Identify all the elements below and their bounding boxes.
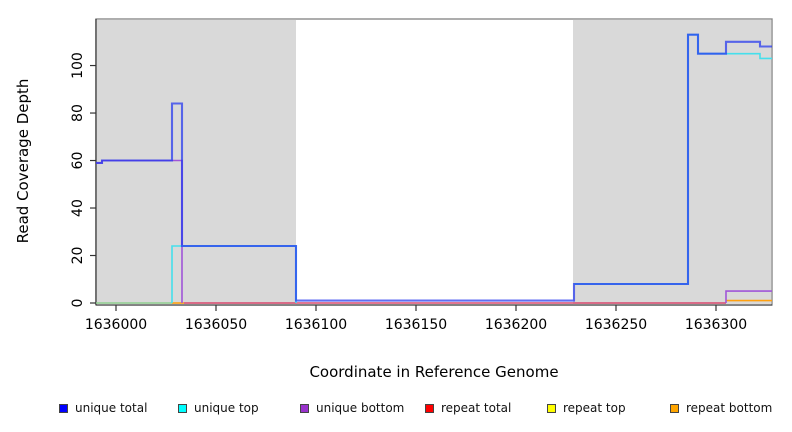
series-line-unique-total: [96, 33, 772, 302]
y-axis-title: Read Coverage Depth: [14, 78, 32, 244]
x-tick-label: 1636250: [585, 317, 647, 333]
series-line-unique-bottom: [725, 290, 772, 303]
x-tick-label: 1636200: [485, 317, 547, 333]
x-tick-label: 1636100: [285, 317, 347, 333]
x-tick-label: 1636000: [85, 317, 147, 333]
y-tick-label: 100: [70, 52, 86, 79]
x-tick-label: 1636150: [385, 317, 447, 333]
x-tick-label: 1636300: [685, 317, 747, 333]
y-tick-label: 20: [70, 247, 86, 265]
y-tick-label: 60: [70, 152, 86, 170]
x-tick-label: 1636050: [185, 317, 247, 333]
y-tick-label: 0: [70, 299, 86, 308]
y-tick-label: 80: [70, 104, 86, 122]
right-shaded-region: [573, 19, 771, 306]
y-tick-label: 40: [70, 199, 86, 217]
left-shaded-region: [96, 19, 296, 306]
x-axis-title: Coordinate in Reference Genome: [309, 363, 559, 381]
